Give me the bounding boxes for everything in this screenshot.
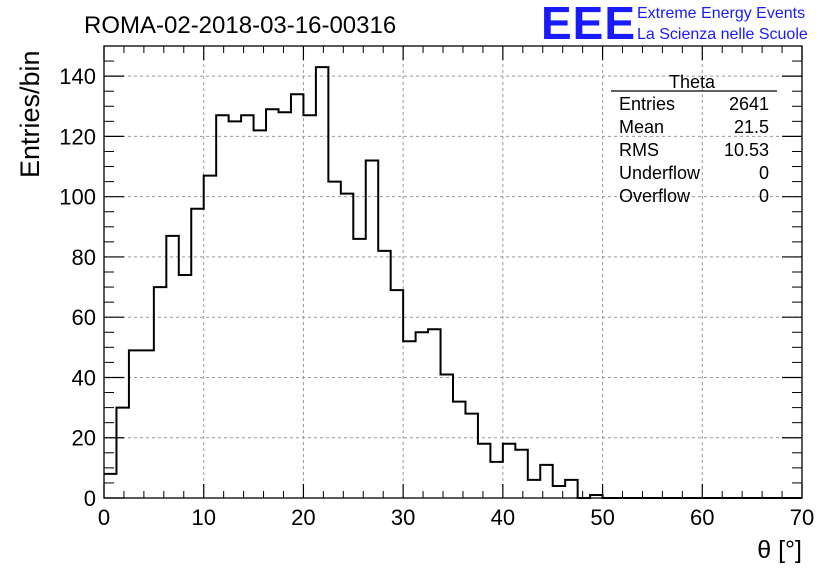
stats-row-label: Underflow (619, 163, 701, 183)
y-tick-label: 0 (84, 486, 96, 511)
chart-title: ROMA-02-2018-03-16-00316 (84, 12, 396, 39)
stats-row-label: Overflow (619, 186, 691, 206)
stats-row-value: 0 (759, 163, 769, 183)
eee-logo-line2: La Scienza nelle Scuole (637, 26, 808, 43)
y-axis-label: Entries/bin (15, 50, 45, 178)
eee-logo-line1: Extreme Energy Events (637, 5, 805, 22)
stats-row-value: 21.5 (734, 117, 769, 137)
x-tick-labels: 0 10 20 30 40 50 60 70 (98, 505, 814, 530)
x-tick-label: 20 (291, 505, 315, 530)
stats-row-label: Entries (619, 94, 675, 114)
x-tick-label: 50 (590, 505, 614, 530)
histogram-bins (104, 66, 802, 499)
stats-rows: Entries 2641 Mean 21.5 RMS 10.53 Underflow 0 Ove… (619, 94, 769, 206)
stats-box: Theta Entries 2641 Mean 21.5 RMS 10.53 Underfl… (611, 72, 777, 206)
y-tick-label: 100 (59, 185, 96, 210)
y-tick-labels: 0 20 40 60 80 100 120 140 (59, 64, 96, 511)
x-tick-label: 70 (790, 505, 814, 530)
stats-row-label: Mean (619, 117, 664, 137)
eee-logo: EEE Extreme Energy Events La Scienza nel… (541, 0, 808, 49)
eee-logo-mark: EEE (541, 0, 636, 49)
x-tick-label: 0 (98, 505, 110, 530)
y-tick-label: 80 (72, 245, 96, 270)
x-axis-label: θ [°] (757, 536, 802, 564)
y-tick-label: 60 (72, 305, 96, 330)
stats-title: Theta (669, 72, 716, 92)
grid-lines (104, 46, 802, 498)
stats-row-label: RMS (619, 140, 659, 160)
stats-row-value: 0 (759, 186, 769, 206)
x-tick-label: 60 (690, 505, 714, 530)
y-tick-label: 40 (72, 365, 96, 390)
x-tick-label: 10 (191, 505, 215, 530)
axis-ticks (103, 45, 803, 499)
y-tick-label: 120 (59, 124, 96, 149)
histogram-outline (104, 66, 802, 499)
x-tick-label: 40 (491, 505, 515, 530)
stats-row-value: 10.53 (724, 140, 769, 160)
plot-frame (103, 45, 803, 499)
y-tick-label: 140 (59, 64, 96, 89)
y-tick-label: 20 (72, 426, 96, 451)
stats-row-value: 2641 (729, 94, 769, 114)
x-tick-label: 30 (391, 505, 415, 530)
